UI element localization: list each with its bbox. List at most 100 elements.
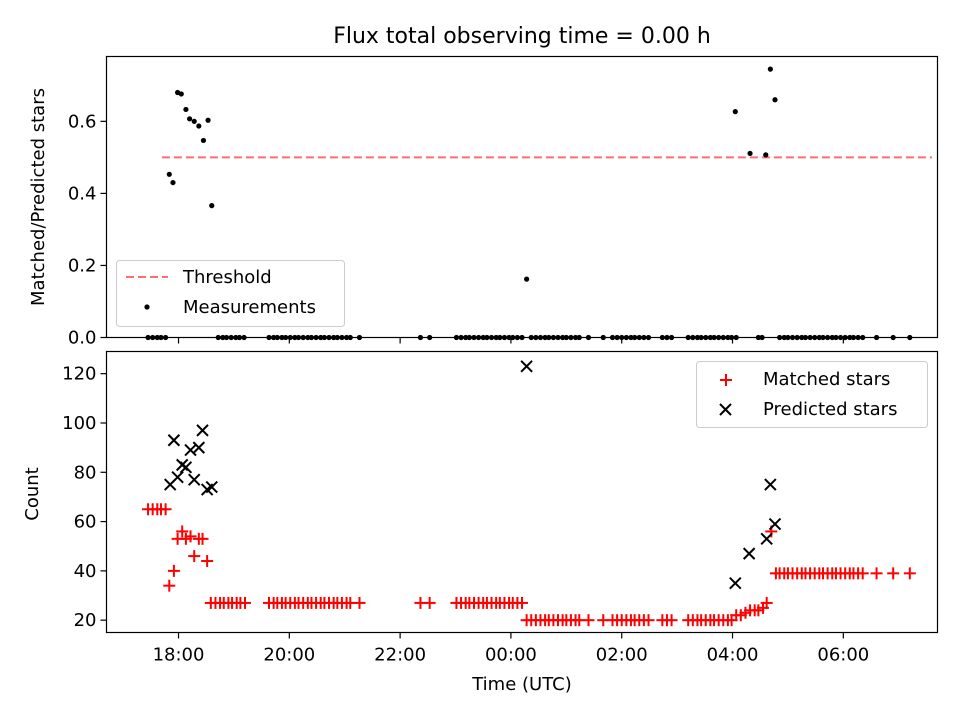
measurement-point (191, 118, 197, 124)
measurement-point (873, 334, 880, 341)
measurement-point (690, 334, 696, 341)
measurement-point (287, 334, 293, 341)
measurement-point (339, 334, 345, 341)
predicted-star-point (179, 461, 193, 474)
measurement-point (488, 334, 495, 341)
measurement-point (890, 334, 896, 341)
matched-star-point (582, 614, 595, 627)
measurement-point (694, 334, 701, 341)
count-x-tick-label: 02:00 (596, 645, 648, 666)
measurement-point (802, 334, 809, 341)
ratio-y-tick-label: 0.6 (68, 111, 97, 132)
ratio-y-label: Matched/Predicted stars (28, 88, 49, 306)
measurement-point (196, 123, 202, 129)
matched-star-point (167, 564, 180, 577)
measurement-point (484, 334, 490, 341)
predicted-star-point (192, 441, 206, 454)
measurement-point (334, 334, 340, 341)
count-x-tick-label: 20:00 (263, 645, 315, 666)
measurement-point (476, 334, 482, 341)
measurement-point (725, 334, 731, 341)
measurement-point (842, 334, 848, 341)
measurement-point (685, 334, 691, 341)
x-axis-label: Time (UTC) (471, 674, 572, 695)
measurement-point (542, 334, 548, 341)
matched-star-point (184, 530, 197, 543)
measurement-point (209, 203, 215, 209)
threshold-legend-label: Threshold (182, 267, 272, 288)
measurement-point (279, 334, 285, 341)
measurement-point (519, 334, 525, 341)
chart-title: Flux total observing time = 0.00 h (333, 24, 711, 49)
ratio-y-axis: 0.0 0.2 0.4 0.6 (68, 111, 107, 349)
count-x-tick-label: 18:00 (153, 645, 205, 666)
measurement-point (825, 334, 831, 341)
measurement-point (707, 334, 713, 341)
measurement-point (321, 334, 328, 341)
measurement-point (560, 334, 566, 341)
count-x-tick-label: 04:00 (707, 645, 759, 666)
measurement-point (183, 106, 189, 113)
measurement-point (732, 109, 738, 115)
measurement-point (847, 334, 853, 341)
matched-star-point (163, 579, 176, 592)
measurement-point (453, 334, 460, 341)
predicted-star-point (188, 473, 201, 486)
ratio-y-tick-label: 0.2 (68, 255, 97, 276)
count-y-tick-label: 100 (62, 413, 96, 434)
measurement-point (628, 334, 634, 341)
count-legend: Matched stars Predicted stars (696, 361, 928, 428)
measurement-point (555, 334, 561, 341)
measurement-point (458, 334, 464, 341)
measurement-point (347, 334, 353, 341)
count-y-tick-label: 80 (74, 462, 97, 483)
measurement-point (493, 334, 499, 341)
count-y-tick-label: 120 (62, 364, 96, 385)
count-legend-box (696, 361, 928, 428)
measurement-point (781, 334, 787, 341)
measurement-point (855, 334, 861, 341)
measurement-point (331, 334, 337, 341)
measurement-point (524, 276, 530, 282)
measurement-point (241, 334, 247, 341)
measurement-point (550, 334, 556, 341)
measurement-point (645, 334, 652, 341)
matched-star-point (516, 596, 528, 609)
measurement-point (636, 334, 642, 341)
matched-stars-points (142, 503, 916, 627)
measurement-point (471, 334, 477, 341)
measurement-point (510, 334, 516, 341)
matched-star-point (196, 532, 209, 545)
matched-star-point (870, 567, 883, 580)
ratio-y-tick-label: 0.4 (68, 183, 97, 204)
measurement-point (546, 334, 552, 341)
measurement-point (514, 334, 520, 341)
matched-star-point (665, 614, 678, 627)
measurement-point (789, 334, 796, 341)
measurement-point (228, 334, 234, 341)
matched-star-point (423, 596, 436, 609)
measurement-points (145, 66, 913, 341)
count-x-tick-label: 06:00 (817, 645, 869, 666)
measurement-point (236, 334, 243, 341)
measurement-point (850, 334, 857, 341)
measurement-point (812, 334, 818, 341)
measurement-point (233, 334, 239, 341)
measurement-point (162, 334, 169, 341)
matched-star-point (760, 596, 773, 609)
count-x-tick-label: 00:00 (485, 645, 537, 666)
measurement-point (576, 334, 582, 341)
measurement-point (150, 334, 156, 341)
measurement-point (220, 334, 226, 341)
ratio-panel: 0.0 0.2 0.4 0.6 Matched/Predicted stars Thr… (28, 55, 939, 349)
measurement-point (343, 334, 350, 341)
measurement-point (187, 116, 193, 122)
measurement-point (703, 334, 709, 341)
measurement-point (641, 334, 647, 341)
measurement-point (568, 334, 574, 341)
measurement-point (698, 334, 704, 341)
measurement-point (759, 334, 765, 341)
matched-legend-label: Matched stars (763, 369, 890, 390)
measurement-point (860, 334, 866, 341)
predicted-star-point (764, 478, 777, 491)
